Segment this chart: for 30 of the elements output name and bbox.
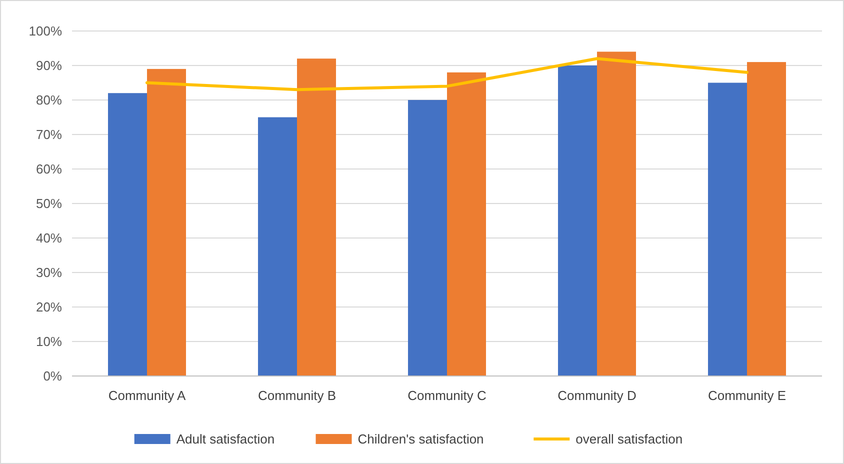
bar — [747, 62, 786, 376]
legend-label: Children's satisfaction — [358, 432, 484, 447]
bar — [147, 68, 186, 376]
x-tick-label: Community E — [708, 388, 786, 403]
y-tick-label: 60% — [36, 162, 62, 177]
y-tick-label: 100% — [28, 24, 62, 39]
bar — [558, 66, 597, 376]
legend-label: overall satisfaction — [576, 432, 683, 447]
bar — [108, 93, 147, 376]
bar — [708, 82, 747, 376]
y-tick-label: 30% — [36, 265, 62, 280]
bar — [408, 100, 447, 376]
y-tick-label: 70% — [36, 127, 62, 142]
y-tick-label: 0% — [43, 368, 62, 384]
y-tick-label: 80% — [36, 92, 62, 108]
line-series — [146, 57, 748, 92]
y-tick-label: 90% — [36, 58, 62, 74]
bar — [258, 117, 297, 376]
y-tick-label: 40% — [36, 230, 62, 246]
y-tick-label: 50% — [36, 196, 62, 212]
y-tick-label: 10% — [36, 334, 62, 350]
legend-label: Adult satisfaction — [176, 432, 275, 447]
bar — [597, 52, 636, 376]
x-tick-label: Community A — [108, 388, 186, 403]
bar — [447, 72, 486, 376]
y-tick-label: 20% — [36, 300, 62, 315]
x-tick-label: Community D — [558, 388, 636, 403]
bar — [297, 58, 336, 376]
x-tick-label: Community C — [408, 388, 486, 403]
x-tick-label: Community B — [258, 388, 336, 403]
